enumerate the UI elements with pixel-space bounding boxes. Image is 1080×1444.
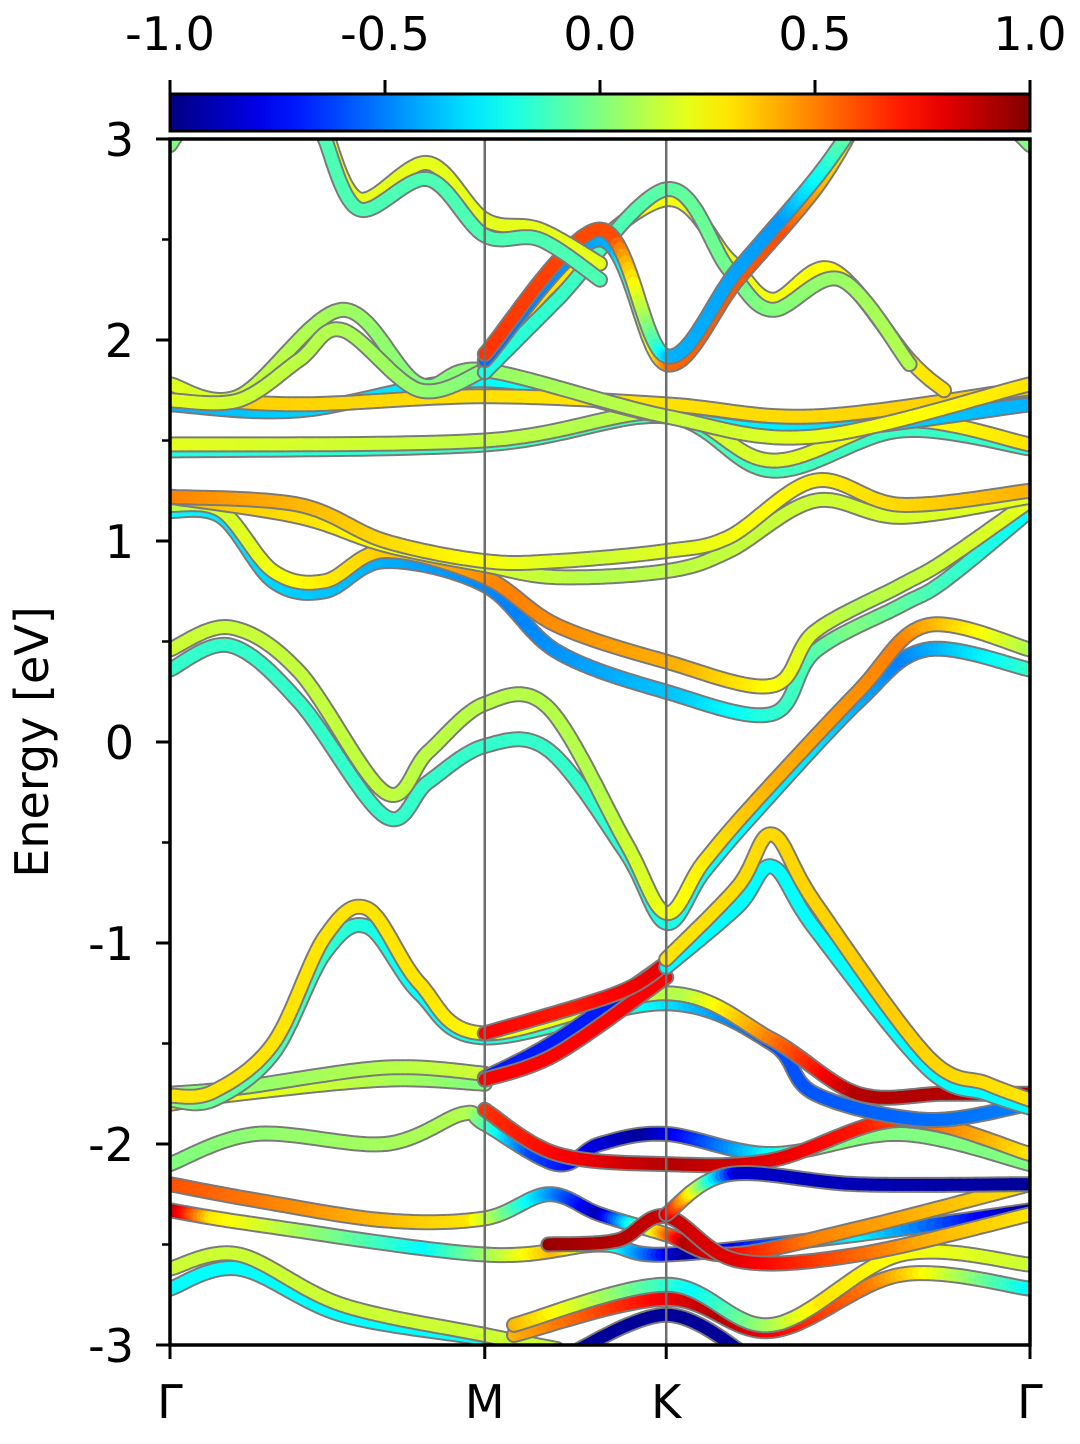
colorbar: -1.0 -0.5 0.0 0.5 1.0 [125, 7, 1066, 131]
band-segment [743, 1353, 746, 1355]
band-segment [751, 1359, 753, 1360]
band-segment [573, 1351, 577, 1353]
band-segment [748, 1357, 751, 1359]
band-outline [170, 510, 1030, 716]
colorbar-tick-label: -1.0 [125, 7, 215, 61]
band-segment [557, 1360, 560, 1361]
colorbar-tick-label: -0.5 [340, 7, 430, 61]
band-segment [533, 1349, 536, 1350]
band-segment [550, 1353, 552, 1354]
band-segment [560, 1359, 563, 1360]
band-segment [566, 1355, 570, 1357]
colorbar-tick-label: 0.0 [563, 7, 636, 61]
band-segment [736, 1348, 739, 1350]
colorbar-tick-label: 1.0 [993, 7, 1066, 61]
band-segment [753, 1360, 755, 1361]
band-segment [527, 1348, 530, 1349]
band-segment [546, 1352, 548, 1353]
band-segment [543, 1352, 545, 1353]
band-segment [541, 1351, 543, 1352]
colorbar-gradient [170, 94, 1030, 131]
band-segment [538, 1351, 541, 1352]
band-segment [569, 1353, 573, 1355]
band-segment [548, 1353, 550, 1354]
band [170, 510, 1030, 716]
band-segment [536, 1350, 539, 1351]
band-segment [577, 1348, 581, 1350]
band-segment [745, 1355, 748, 1357]
bands [170, 119, 1030, 1361]
band-segment [524, 1347, 527, 1348]
band-segment [562, 1357, 565, 1359]
band-segment [530, 1349, 533, 1350]
band-segment [739, 1351, 742, 1353]
colorbar-tick-label: 0.5 [778, 7, 851, 61]
